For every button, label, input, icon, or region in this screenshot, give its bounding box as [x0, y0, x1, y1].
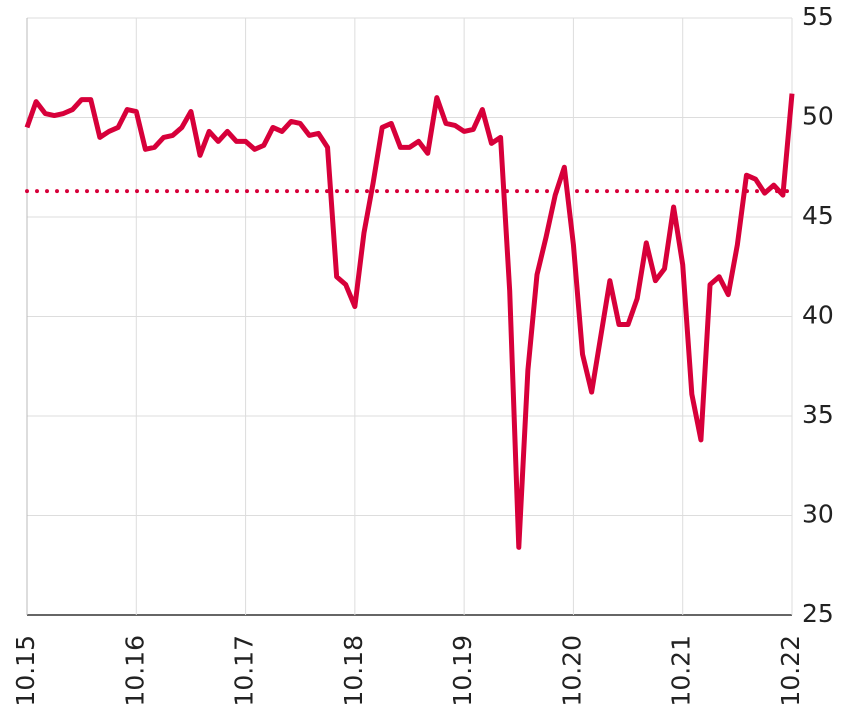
x-tick-label: 10.22: [776, 635, 805, 707]
y-tick-label: 45: [802, 201, 834, 230]
x-tick-label: 10.20: [557, 635, 586, 707]
series-line: [24, 93, 795, 550]
x-tick-label: 10.16: [120, 635, 149, 707]
x-tick-label: 10.19: [448, 635, 477, 707]
x-tick-label: 10.15: [11, 635, 40, 707]
y-tick-label: 40: [802, 301, 834, 330]
x-tick-label: 10.18: [339, 635, 368, 707]
x-tick-label: 10.21: [667, 635, 696, 707]
y-tick-label: 30: [802, 500, 834, 529]
y-tick-label: 35: [802, 400, 834, 429]
x-tick-label: 10.17: [230, 635, 259, 707]
y-tick-label: 25: [802, 599, 834, 628]
y-tick-label: 55: [802, 2, 834, 31]
y-tick-label: 50: [802, 102, 834, 131]
